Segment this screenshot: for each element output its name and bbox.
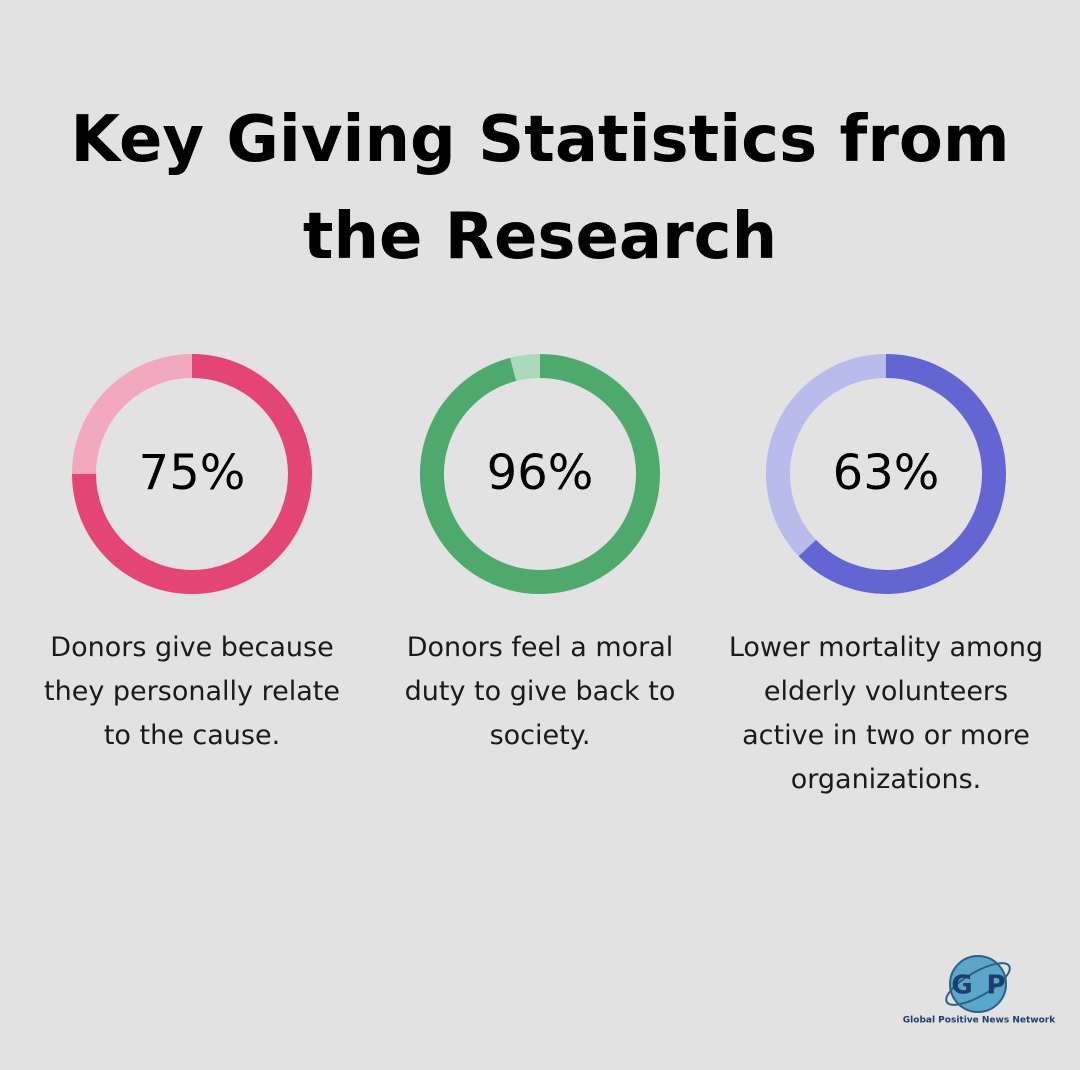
logo-globe: [949, 955, 1007, 1013]
caption: Lower mortality among elderly volunteers…: [728, 632, 1044, 795]
donut-segment: [72, 354, 312, 594]
center-label: 75%: [139, 445, 246, 501]
donut-segment: [72, 354, 193, 475]
donut-segment: [510, 354, 541, 382]
logo-letter: P: [986, 971, 1005, 1001]
center-label: 63%: [833, 445, 940, 501]
logo-name: Global Positive News Network: [903, 1016, 1056, 1026]
title: Key Giving Statistics from the Research: [70, 103, 1010, 274]
donut-segment: [766, 354, 887, 557]
caption: Donors give because they personally rela…: [44, 632, 340, 751]
center-label: 96%: [487, 445, 594, 501]
logo: G P Global Positive News Network: [903, 955, 1056, 1026]
donut-segment: [798, 354, 1006, 594]
caption: Donors feel a moral duty to give back to…: [404, 632, 676, 751]
donut-segment: [420, 354, 660, 594]
logo-orbit: [945, 962, 1011, 1006]
logo-letter: G: [951, 971, 972, 1001]
